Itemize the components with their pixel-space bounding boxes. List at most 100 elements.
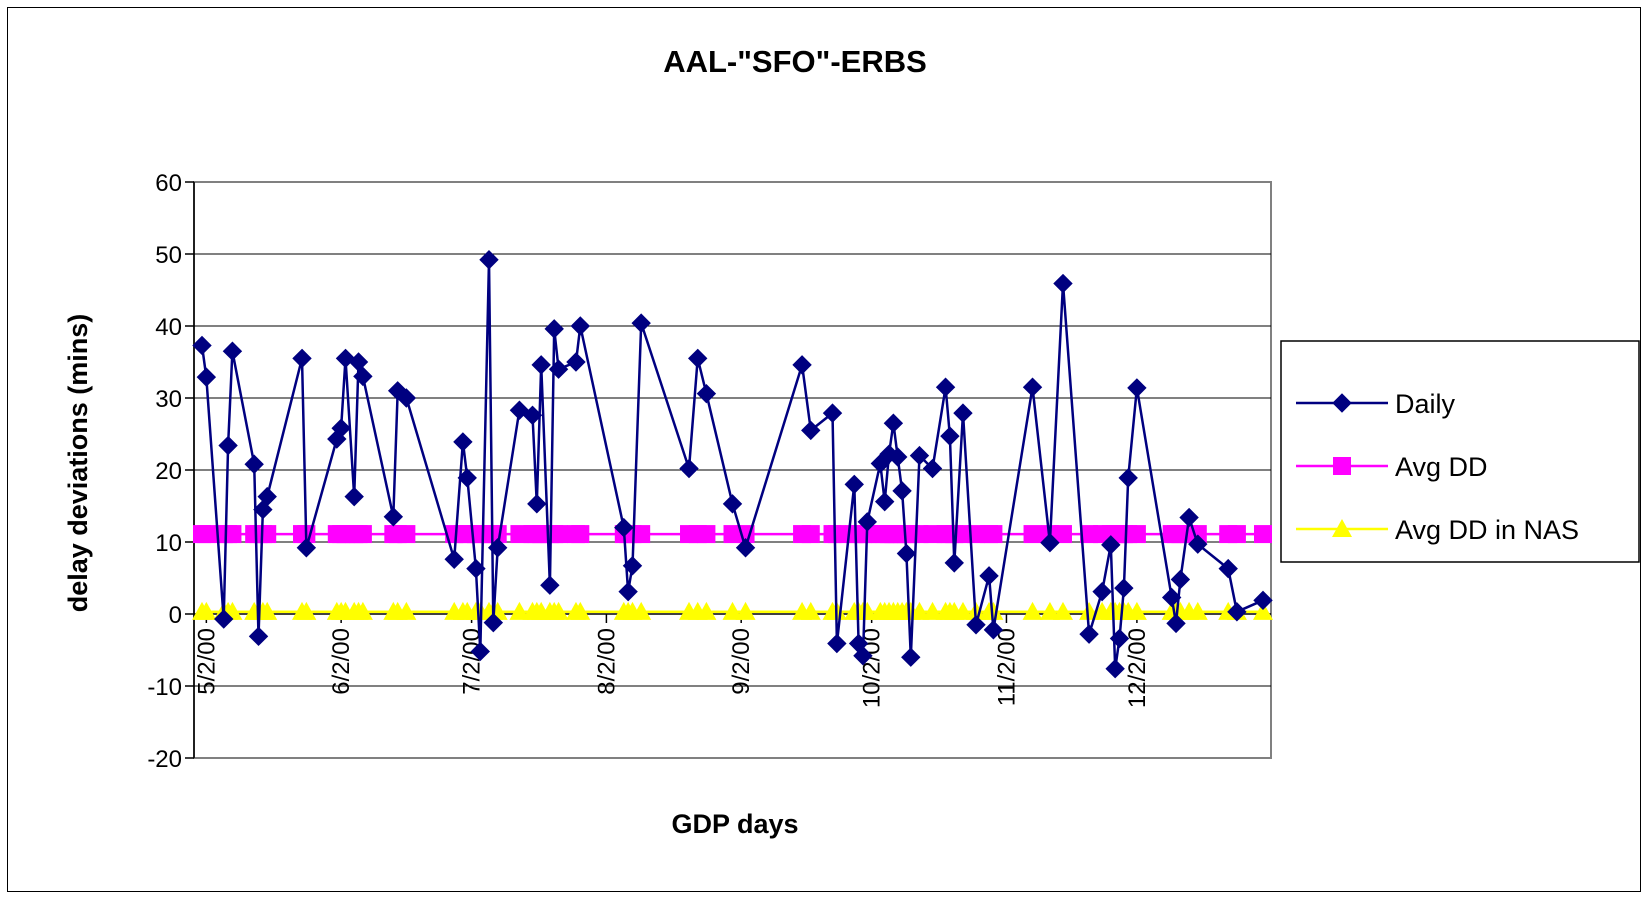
point-daily <box>801 420 821 441</box>
point-daily <box>688 348 708 369</box>
point-daily <box>214 609 234 629</box>
point-daily <box>196 367 217 387</box>
point-avg-dd-nas <box>922 601 943 620</box>
point-daily <box>453 432 473 452</box>
point-avg-dd-nas <box>983 601 1004 620</box>
point-daily <box>822 403 843 423</box>
y-axis: -20 -10 0 10 20 30 40 50 60 <box>147 170 195 773</box>
point-daily <box>483 612 504 633</box>
point-avg-dd <box>197 525 216 544</box>
point-avg-dd-nas <box>1126 601 1147 620</box>
point-daily <box>383 507 404 527</box>
point-avg-dd <box>1053 525 1072 544</box>
point-avg-dd-nas <box>548 601 569 620</box>
point-daily <box>1170 569 1191 590</box>
point-avg-dd-nas <box>352 601 373 620</box>
point-avg-dd-nas <box>396 601 417 620</box>
y-tick-label: 10 <box>155 530 182 557</box>
point-avg-dd-nas <box>1052 601 1073 620</box>
point-daily <box>792 355 812 375</box>
point-daily <box>457 468 477 488</box>
point-daily <box>618 581 638 602</box>
point-daily <box>1227 602 1247 622</box>
point-daily <box>218 435 238 456</box>
y-tick-label: -20 <box>147 746 182 773</box>
point-avg-dd-nas <box>1187 601 1208 620</box>
point-avg-dd-nas <box>735 601 756 620</box>
point-daily <box>922 458 943 479</box>
legend-label-avg-dd: Avg DD <box>1395 452 1488 482</box>
y-axis-title: delay deviations (mins) <box>63 314 93 613</box>
point-daily <box>892 481 912 501</box>
point-avg-dd <box>801 525 820 544</box>
point-daily <box>257 486 277 507</box>
point-daily <box>1053 273 1073 294</box>
point-avg-dd <box>571 525 590 544</box>
legend-label-daily: Daily <box>1395 389 1456 419</box>
point-daily <box>1118 468 1138 488</box>
point-avg-dd <box>1227 525 1246 544</box>
point-daily <box>722 494 743 514</box>
point-daily <box>896 543 917 564</box>
point-daily <box>735 538 756 558</box>
y-tick-label: 50 <box>155 242 182 269</box>
point-daily <box>901 647 921 667</box>
x-tick-label: 12/2/00 <box>1124 628 1151 708</box>
point-daily <box>844 474 864 495</box>
point-daily <box>614 517 634 538</box>
point-daily <box>487 538 508 558</box>
point-daily <box>548 359 569 379</box>
point-daily <box>622 556 643 576</box>
point-daily <box>979 566 999 586</box>
x-tick-label: 11/2/00 <box>993 628 1020 706</box>
point-daily <box>522 405 543 425</box>
point-daily <box>1101 535 1121 555</box>
legend-marker-avg-dd <box>1333 457 1351 475</box>
point-daily <box>192 335 212 356</box>
point-avg-dd-nas <box>631 601 652 620</box>
point-daily <box>1114 578 1134 598</box>
point-avg-dd <box>1254 525 1272 544</box>
point-avg-dd-nas <box>1253 601 1273 620</box>
point-daily <box>1079 624 1099 644</box>
legend-marker-avg-dd-nas <box>1332 519 1352 537</box>
point-avg-dd <box>984 525 1003 544</box>
y-tick-label: 60 <box>155 170 182 197</box>
point-daily <box>566 352 586 372</box>
point-daily <box>853 646 873 666</box>
point-avg-dd-nas <box>296 601 317 620</box>
point-daily <box>874 491 895 512</box>
point-daily <box>935 377 956 397</box>
point-avg-dd-nas <box>509 601 530 620</box>
point-daily <box>531 355 551 375</box>
point-daily <box>479 250 499 270</box>
point-daily <box>827 633 847 654</box>
point-daily <box>1179 507 1199 528</box>
point-daily <box>296 538 317 558</box>
point-avg-dd-nas <box>257 601 278 620</box>
x-tick-label: 8/2/00 <box>593 628 620 695</box>
point-avg-dd <box>827 525 846 544</box>
point-daily <box>1218 558 1238 579</box>
point-avg-dd-nas <box>722 601 743 620</box>
point-daily <box>696 383 717 404</box>
point-daily <box>292 348 312 369</box>
legend: Daily Avg DD Avg DD in NAS <box>1280 340 1640 563</box>
point-avg-dd-nas <box>1022 601 1043 620</box>
point-daily <box>1105 659 1125 679</box>
point-daily <box>631 313 651 333</box>
point-daily <box>940 426 960 446</box>
legend-marker-daily <box>1332 393 1352 413</box>
point-daily <box>353 366 373 387</box>
point-daily <box>396 388 417 408</box>
point-avg-dd <box>1023 525 1042 544</box>
point-daily <box>857 512 878 532</box>
point-daily <box>983 620 1004 640</box>
point-avg-dd-nas <box>1039 601 1060 620</box>
point-daily <box>348 352 369 372</box>
legend-label-avg-dd-nas: Avg DD in NAS <box>1395 515 1579 545</box>
point-daily <box>1092 581 1112 602</box>
point-avg-dd-nas <box>857 601 878 620</box>
point-avg-dd <box>397 525 416 544</box>
series-layer <box>192 250 1273 679</box>
